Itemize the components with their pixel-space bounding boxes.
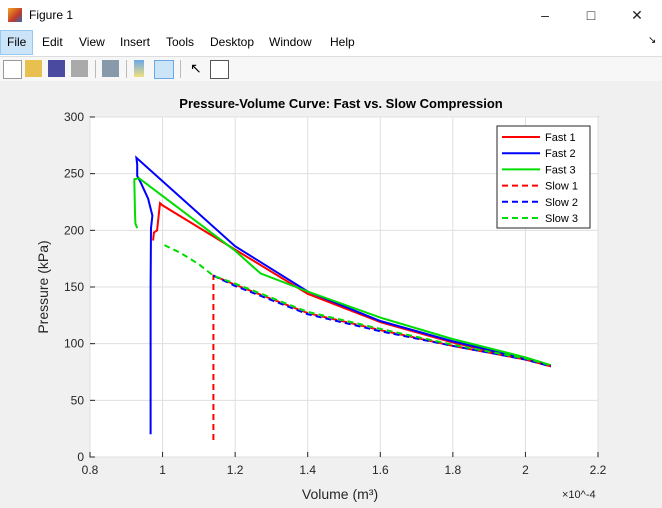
maximize-button[interactable]: □	[586, 7, 596, 23]
legend-entry: Fast 3	[545, 164, 576, 176]
menu-view[interactable]: View	[79, 35, 105, 49]
x-tick-label: 1.2	[227, 463, 244, 477]
y-tick-label: 0	[77, 450, 84, 464]
open-icon[interactable]	[25, 60, 42, 77]
legend-entry: Slow 2	[545, 197, 578, 209]
x-tick-label: 1.6	[372, 463, 389, 477]
x-tick-label: 2	[522, 463, 529, 477]
toolbar: ↖	[0, 56, 662, 82]
legend-entry: Fast 2	[545, 148, 576, 160]
y-axis-label: Pressure (kPa)	[35, 240, 51, 333]
menu-bar: File Edit View Insert Tools Desktop Wind…	[0, 30, 662, 55]
chart-title: Pressure-Volume Curve: Fast vs. Slow Com…	[179, 96, 502, 111]
x-tick-label: 2.2	[590, 463, 607, 477]
y-tick-label: 50	[71, 393, 85, 407]
series-line-fast-2	[135, 155, 552, 435]
close-button[interactable]: ✕	[631, 7, 643, 23]
x-axis-label: Volume (m³)	[302, 486, 378, 502]
menu-edit[interactable]: Edit	[42, 35, 63, 49]
menu-help[interactable]: Help	[330, 35, 355, 49]
colorbar-icon[interactable]	[134, 60, 144, 77]
y-tick-label: 100	[64, 337, 84, 351]
y-tick-label: 200	[64, 223, 84, 237]
separator	[126, 60, 127, 78]
x-tick-label: 0.8	[82, 463, 99, 477]
x-tick-label: 1.8	[445, 463, 462, 477]
series-line-fast-1	[152, 201, 552, 368]
series-line-slow-3	[163, 244, 552, 367]
minimize-button[interactable]: –	[541, 7, 549, 23]
pointer-icon[interactable]: ↖	[190, 60, 202, 76]
x-tick-label: 1.4	[299, 463, 316, 477]
legend-entry: Fast 1	[545, 132, 576, 144]
menu-desktop[interactable]: Desktop	[210, 35, 255, 49]
dock-arrow-icon[interactable]: ↘	[648, 35, 657, 46]
matlab-logo-icon	[8, 8, 22, 22]
link-icon[interactable]	[102, 60, 119, 77]
series-line-slow-2	[212, 274, 552, 368]
menu-insert[interactable]: Insert	[120, 35, 151, 49]
legend-entry: Slow 1	[545, 181, 578, 193]
title-bar: Figure 1 – □ ✕	[0, 0, 662, 30]
y-tick-label: 150	[64, 280, 84, 294]
y-tick-label: 250	[64, 167, 84, 181]
new-figure-icon[interactable]	[3, 60, 22, 79]
x-exponent: ×10^-4	[562, 489, 596, 501]
window-title: Figure 1	[29, 8, 74, 22]
save-icon[interactable]	[48, 60, 65, 77]
menu-window[interactable]: Window	[269, 35, 312, 49]
separator	[95, 60, 96, 78]
property-editor-icon[interactable]	[210, 60, 229, 79]
legend-entry: Slow 3	[545, 213, 578, 225]
legend-icon[interactable]	[154, 60, 174, 79]
menu-file[interactable]: File	[0, 30, 34, 55]
separator	[180, 60, 181, 78]
menu-tools[interactable]: Tools	[166, 35, 195, 49]
series-line-slow-1	[212, 274, 552, 440]
print-icon[interactable]	[71, 60, 88, 77]
legend-box	[496, 125, 591, 229]
y-tick-label: 300	[64, 110, 84, 124]
x-tick-label: 1	[159, 463, 166, 477]
legend[interactable]: Fast 1 Fast 2 Fast 3 Slow 1 Slow 2 Slow 3	[496, 125, 591, 229]
series-line-fast-3	[133, 177, 552, 367]
